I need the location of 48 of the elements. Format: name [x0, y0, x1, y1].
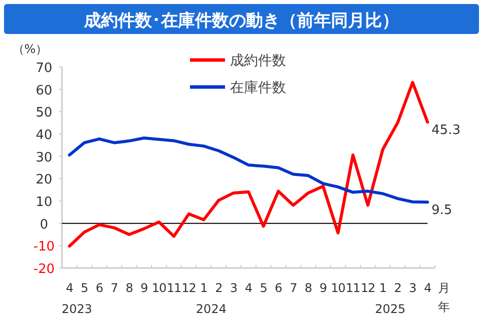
x-tick-label: 6	[274, 281, 282, 295]
x-tick-label: 8	[304, 281, 312, 295]
x-tick-label: 6	[96, 281, 103, 295]
y-tick-label: 30	[36, 150, 52, 166]
x-tick-label: 1	[379, 281, 386, 295]
x-tick-label: 4	[66, 281, 74, 295]
x-tick-label: 9	[320, 281, 327, 295]
x-tick-label: 7	[290, 281, 297, 295]
y-tick-label: -10	[33, 240, 55, 255]
x-tick-label: 7	[110, 281, 118, 295]
x-tick-label: 3	[230, 281, 238, 295]
y-tick-label: -20	[33, 262, 55, 277]
x-tick-label: 3	[409, 281, 416, 295]
x-tick-label: 4	[424, 281, 432, 295]
text: 年	[438, 300, 450, 314]
text: 2023	[62, 302, 92, 316]
x-tick-label: 12	[360, 281, 375, 295]
x-tick-label: 9	[140, 281, 148, 295]
x-tick-label: 2	[394, 281, 402, 295]
line-series	[68, 80, 430, 248]
y-tick-label: 50	[36, 106, 52, 121]
x-tick-label: 12	[182, 281, 196, 295]
x-tick-label: 1	[200, 281, 208, 295]
line-series	[68, 136, 430, 204]
x-tick-label: 2	[215, 281, 222, 295]
x-tick-label: 10	[330, 281, 346, 295]
y-tick-label: 0	[40, 217, 48, 232]
y-tick-label: 70	[36, 61, 52, 76]
data-label: 45.3	[432, 123, 460, 138]
x-tick-label: 8	[126, 281, 133, 295]
legend-label: 成約件数	[230, 53, 286, 69]
y-axis-title: （%）	[12, 42, 48, 56]
text: 2024	[196, 302, 226, 316]
x-axis-title: 月	[438, 281, 450, 295]
x-tick-label: 11	[166, 281, 182, 295]
x-tick-label: 5	[80, 281, 88, 295]
x-tick-label: 4	[244, 281, 252, 295]
data-label: 9.5	[432, 203, 452, 218]
chart-title: 成約件数･在庫件数の動き（前年同月比）	[83, 11, 399, 31]
x-tick-label: 5	[260, 281, 267, 295]
y-tick-label: 20	[36, 172, 52, 188]
text: 2025	[374, 302, 406, 316]
y-tick-label: 10	[36, 195, 52, 210]
x-tick-label: 11	[346, 281, 360, 295]
legend-label: 在庫件数	[230, 80, 286, 96]
x-tick-label: 10	[152, 281, 166, 295]
y-tick-label: 60	[36, 83, 52, 98]
y-tick-label: 40	[36, 128, 52, 143]
